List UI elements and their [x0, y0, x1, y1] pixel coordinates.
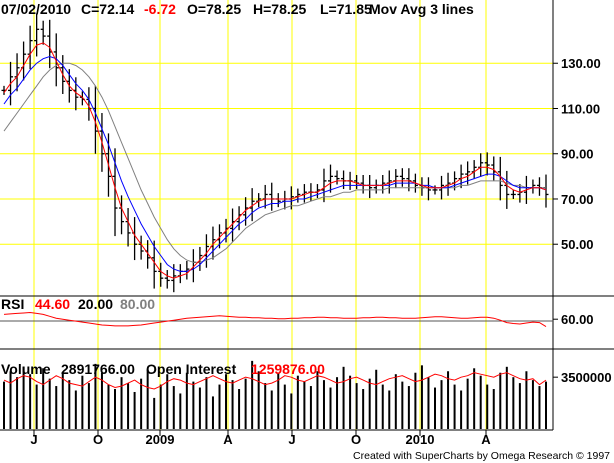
month-label: 2010	[406, 432, 435, 447]
volume-header: Volume 2891766.00 Open Interest 1259876.…	[1, 361, 325, 377]
header-low: L=71.85	[320, 1, 372, 17]
month-label: J	[30, 432, 37, 447]
month-label: A	[223, 432, 233, 447]
header-change: -6.72	[144, 1, 176, 17]
rsi-series-line	[3, 311, 547, 328]
header-date: 07/02/2010	[1, 1, 71, 17]
rsi-header: RSI 44.60 20.00 80.00	[1, 296, 155, 312]
moving-average-lines	[3, 42, 547, 279]
month-label: A	[481, 432, 491, 447]
ma-mid-line	[3, 55, 547, 272]
month-axis-labels: J O 2009 A J O 2010 A	[30, 432, 491, 447]
price-tick-label: 130.00	[561, 56, 601, 71]
vertical-gridlines	[33, 0, 487, 436]
rsi-value: 44.60	[35, 296, 70, 312]
header-close: C=72.14	[81, 1, 135, 17]
volume-label: Volume	[1, 361, 51, 377]
month-label: J	[288, 432, 295, 447]
horizontal-gridlines	[0, 62, 558, 378]
rsi-level-low: 20.00	[78, 296, 113, 312]
rsi-level-high: 80.00	[120, 296, 155, 312]
ma-fast-line	[3, 42, 547, 279]
header-open: O=78.25	[187, 1, 241, 17]
price-tick-label: 90.00	[561, 147, 594, 162]
open-interest-label: Open Interest	[146, 361, 237, 377]
month-label: O	[93, 432, 103, 447]
open-interest-line	[3, 372, 547, 390]
rsi-label: RSI	[1, 296, 24, 312]
footer-credit: Created with SuperCharts by Omega Resear…	[353, 450, 610, 462]
month-label: O	[351, 432, 361, 447]
volume-value: 2891766.00	[61, 361, 135, 377]
header-high: H=78.25	[253, 1, 307, 17]
volume-axis-labels: 3500000	[561, 370, 612, 385]
rsi-tick-label: 60.00	[561, 312, 594, 327]
price-tick-label: 110.00	[561, 101, 600, 116]
price-axis-labels: 130.00 110.00 90.00 70.00 50.00	[561, 56, 601, 252]
header-study: Mov Avg 3 lines	[369, 1, 474, 17]
price-tick-label: 50.00	[561, 237, 594, 252]
rsi-line	[3, 311, 547, 328]
rsi-axis-labels: 60.00	[561, 312, 594, 327]
price-tick-label: 70.00	[561, 192, 594, 207]
price-header: 07/02/2010 C=72.14 -6.72 O=78.25 H=78.25…	[1, 1, 474, 17]
volume-tick-label: 3500000	[561, 370, 612, 385]
ma-slow-line	[3, 62, 546, 263]
month-label: 2009	[146, 432, 175, 447]
open-interest-value: 1259876.00	[251, 361, 325, 377]
open-interest-series-line	[3, 372, 547, 390]
